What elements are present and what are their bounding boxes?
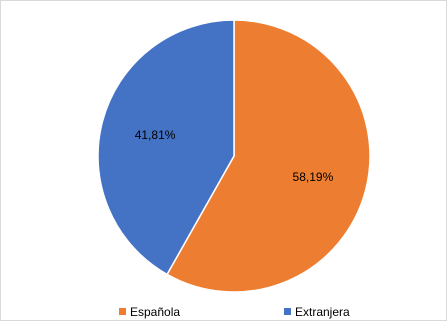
legend-swatch-extranjera [284, 308, 291, 315]
pie-slice-extranjera [97, 19, 235, 276]
data-label-extranjera: 41,81% [135, 128, 176, 142]
pie-slices [97, 19, 371, 293]
pie-data-labels: 58,19% 41,81% [135, 128, 334, 184]
legend-label-espanola: Española [130, 305, 180, 319]
legend-label-extranjera: Extranjera [295, 305, 350, 319]
data-label-espanola: 58,19% [293, 170, 334, 184]
pie-slice-espanola [166, 19, 371, 293]
legend-swatch-espanola [119, 308, 126, 315]
legend: Española Extranjera [119, 305, 350, 319]
